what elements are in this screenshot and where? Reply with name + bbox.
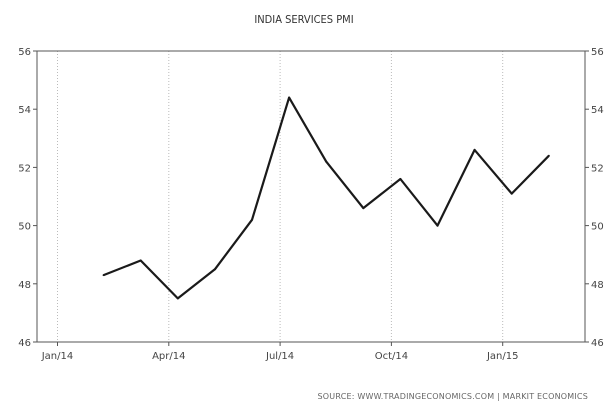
x-tick-label: Jan/15: [486, 351, 519, 362]
data-point: [473, 148, 476, 151]
data-points: [102, 96, 550, 300]
x-tick-label: Jan/14: [41, 351, 74, 362]
y-axis-left: 46 48 50 52 54 56: [18, 47, 37, 349]
data-point: [547, 154, 550, 157]
y-tick-label-right: 52: [591, 163, 604, 174]
x-tick-label: Apr/14: [152, 351, 185, 362]
data-point: [176, 297, 179, 300]
data-point: [510, 192, 513, 195]
y-tick-label-left: 48: [18, 280, 31, 291]
y-tick-label-left: 54: [18, 105, 31, 116]
data-point: [399, 178, 402, 181]
data-point: [251, 218, 253, 221]
y-tick-label-right: 46: [591, 338, 604, 349]
x-tick-label: Jul/14: [265, 351, 294, 362]
data-point: [213, 268, 216, 271]
source-note: SOURCE: WWW.TRADINGECONOMICS.COM | MARKI…: [318, 392, 589, 401]
y-tick-label-left: 46: [18, 338, 31, 349]
series-line: [103, 96, 550, 300]
y-axis-right: 46 48 50 52 54 56: [585, 47, 604, 349]
chart-title: INDIA SERVICES PMI: [254, 13, 353, 26]
x-axis: Jan/14 Apr/14 Jul/14 Oct/14 Jan/15: [41, 342, 519, 362]
y-tick-label-left: 50: [18, 222, 31, 233]
y-tick-label-right: 50: [591, 222, 604, 233]
y-tick-label-left: 52: [18, 163, 31, 174]
plot-frame: [36, 50, 586, 343]
grid: [57, 51, 504, 342]
y-tick-label-left: 56: [18, 47, 31, 58]
data-point: [102, 274, 105, 277]
data-point: [436, 224, 439, 227]
y-tick-label-right: 48: [591, 280, 604, 291]
y-tick-label-right: 56: [591, 47, 604, 58]
data-point: [139, 259, 142, 262]
data-point: [288, 96, 291, 99]
x-tick-label: Oct/14: [375, 351, 408, 362]
data-point: [325, 160, 328, 163]
data-point: [362, 207, 365, 210]
y-tick-label-right: 54: [591, 105, 604, 116]
